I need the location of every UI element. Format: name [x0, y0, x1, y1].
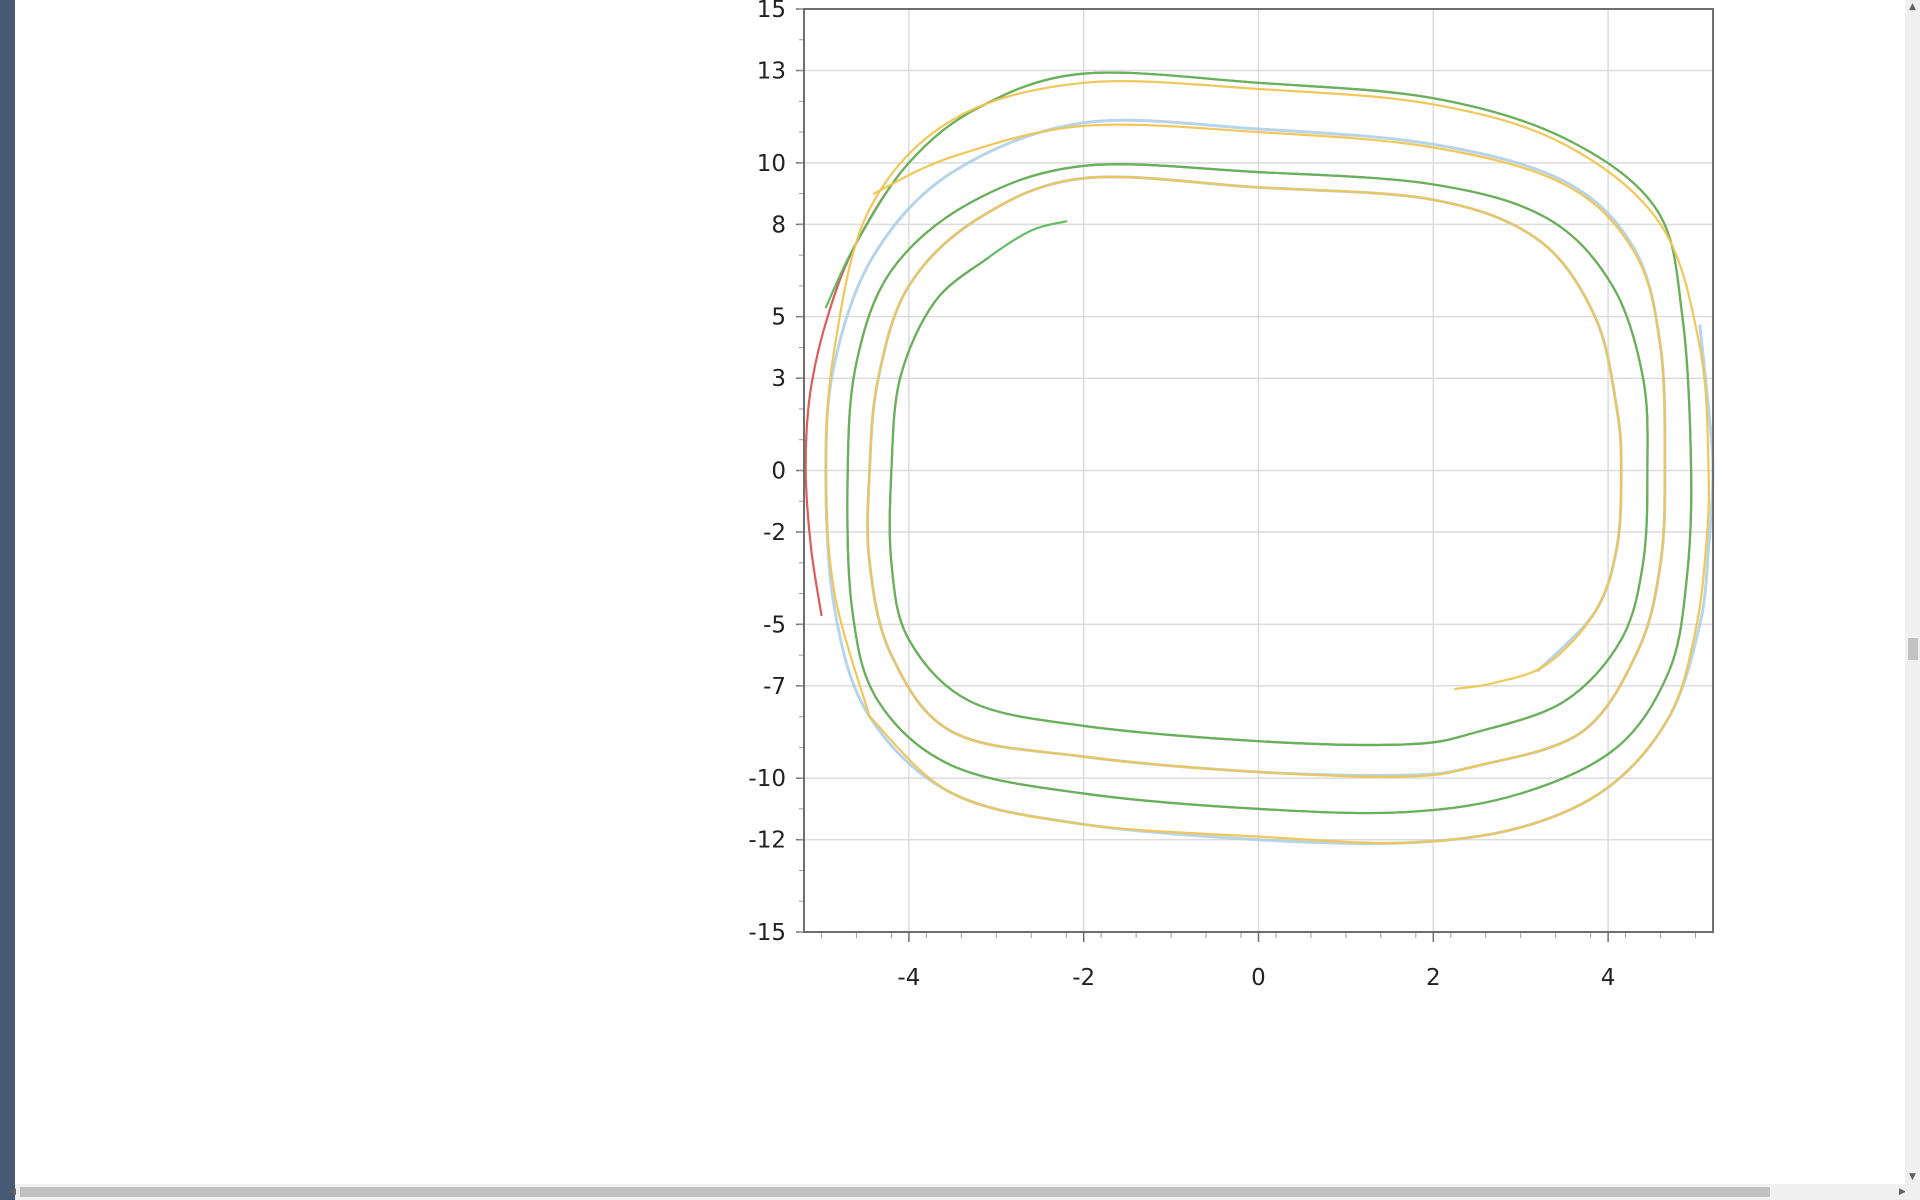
- minor-ticks: [796, 8, 1697, 942]
- series-lines: [804, 71, 1715, 846]
- series-line-yellow-3: [866, 123, 1667, 778]
- y-tick-label: -2: [763, 520, 786, 546]
- vertical-scroll-thumb[interactable]: [1908, 638, 1918, 660]
- x-tick-label: -4: [897, 965, 920, 991]
- gridlines: [804, 9, 1713, 932]
- vertical-scrollbar[interactable]: ▲ ▼: [1905, 0, 1920, 1184]
- scrollbar-corner: [1905, 1184, 1920, 1200]
- x-tick-label: 4: [1601, 965, 1616, 991]
- horizontal-scroll-thumb[interactable]: [20, 1187, 1770, 1197]
- scroll-up-arrow[interactable]: ▲: [1909, 2, 1916, 12]
- line-chart: 15 13 10 8 5 3 0 -2 -5 -7 -10 -12 -15 -4 -2 0 2 4: [748, 0, 1715, 991]
- chart-canvas: 15 13 10 8 5 3 0 -2 -5 -7 -10 -12 -15 -4 -2 0 2 4: [15, 0, 1905, 1184]
- scroll-right-arrow[interactable]: ▶: [1899, 1187, 1906, 1197]
- y-tick-label: 8: [771, 212, 786, 238]
- y-tick-label: -7: [763, 674, 786, 700]
- y-axis-tick-labels: 15 13 10 8 5 3 0 -2 -5 -7 -10 -12 -15: [748, 0, 786, 946]
- y-tick-label: 15: [757, 0, 786, 23]
- x-tick-label: 0: [1251, 965, 1266, 991]
- x-tick-label: 2: [1426, 965, 1441, 991]
- y-tick-label: 3: [771, 366, 786, 392]
- y-tick-label: 13: [757, 59, 786, 85]
- y-tick-label: -10: [748, 766, 786, 792]
- x-axis-tick-labels: -4 -2 0 2 4: [897, 965, 1615, 991]
- y-tick-label: -5: [763, 612, 786, 638]
- window-left-edge: [0, 0, 15, 1200]
- y-tick-label: 5: [771, 305, 786, 331]
- plot-frame: [803, 8, 1714, 933]
- y-tick-label: 10: [757, 151, 786, 177]
- y-tick-label: -15: [748, 920, 786, 946]
- scroll-down-arrow[interactable]: ▼: [1909, 1172, 1916, 1182]
- horizontal-scrollbar[interactable]: ◀ ▶: [9, 1184, 1906, 1200]
- series-line-yellow-4: [824, 80, 1711, 845]
- scroll-left-arrow[interactable]: ◀: [9, 1187, 16, 1197]
- y-tick-label: -12: [748, 828, 786, 854]
- series-line-green-1: [824, 71, 1693, 815]
- y-tick-label: 0: [771, 459, 786, 485]
- x-tick-label: -2: [1072, 965, 1095, 991]
